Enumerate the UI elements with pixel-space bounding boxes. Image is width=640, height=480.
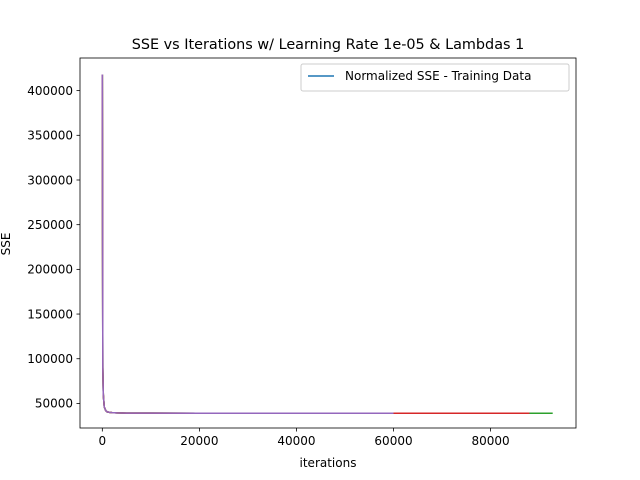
chart-title: SSE vs Iterations w/ Learning Rate 1e-05… xyxy=(132,37,525,53)
y-tick-label: 400000 xyxy=(27,84,73,98)
y-axis-label: SSE xyxy=(0,233,13,256)
y-axis-ticks: 50000 100000 150000 200000 250000 300000 35000… xyxy=(27,84,80,411)
legend: Normalized SSE - Training Data xyxy=(300,63,570,92)
plot-frame xyxy=(79,57,577,429)
x-tick-label: 40000 xyxy=(277,434,315,448)
x-axis-label: iterations xyxy=(300,456,357,470)
y-tick-label: 150000 xyxy=(27,307,73,321)
x-tick-label: 0 xyxy=(99,434,107,448)
y-tick-label: 100000 xyxy=(27,352,73,366)
x-axis-ticks: 0 20000 40000 60000 80000 xyxy=(99,428,510,448)
series-layer xyxy=(101,74,553,414)
y-tick-label: 250000 xyxy=(27,218,73,232)
y-tick-label: 300000 xyxy=(27,173,73,187)
series-line-5 xyxy=(101,74,394,414)
legend-box xyxy=(300,63,570,92)
x-tick-label: 60000 xyxy=(374,434,412,448)
legend-entry-label: Normalized SSE - Training Data xyxy=(345,69,531,83)
x-tick-label: 20000 xyxy=(180,434,218,448)
y-tick-label: 350000 xyxy=(27,129,73,143)
y-tick-label: 200000 xyxy=(27,263,73,277)
x-tick-label: 80000 xyxy=(471,434,509,448)
y-tick-label: 50000 xyxy=(35,397,73,411)
